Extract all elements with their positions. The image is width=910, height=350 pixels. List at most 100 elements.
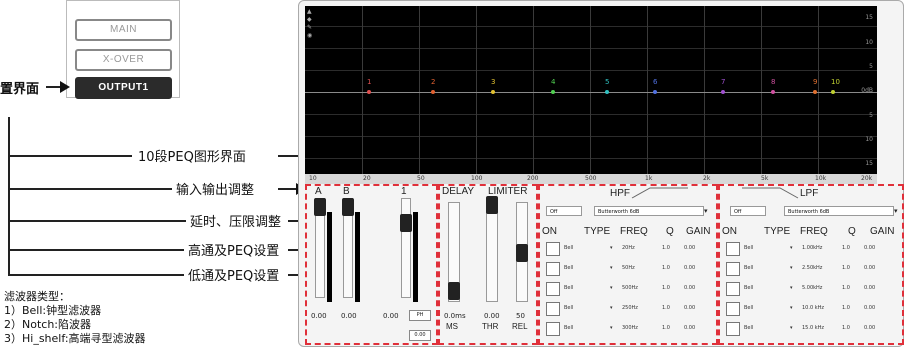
lpf-band-gain[interactable]: 0.00 xyxy=(864,245,876,251)
peq-point-handle[interactable] xyxy=(491,90,495,94)
lpf-band-enable-checkbox[interactable] xyxy=(726,282,740,296)
lpf-band-type[interactable]: Bell xyxy=(744,305,754,311)
channel-nav-panel: MAIN X-OVER OUTPUT1 xyxy=(66,0,180,99)
lpf-band-type[interactable]: Bell xyxy=(744,285,754,291)
input-a-level-meter xyxy=(327,212,332,302)
input-a-slider-handle[interactable] xyxy=(314,198,326,216)
hpf-band-enable-checkbox[interactable] xyxy=(546,242,560,256)
lpf-band-freq[interactable]: 1.00kHz xyxy=(802,245,823,251)
chevron-down-icon[interactable]: ▾ xyxy=(790,265,793,271)
output-1-slider-handle[interactable] xyxy=(400,214,412,232)
lpf-band-freq[interactable]: 5.00kHz xyxy=(802,285,823,291)
hpf-type-select[interactable]: Butterworth 6dB xyxy=(594,206,704,216)
hpf-band-freq[interactable]: 300Hz xyxy=(622,325,638,331)
lpf-peq-section: LPF Off Butterworth 6dB ▾ ON TYPE FREQ Q… xyxy=(718,184,904,345)
hpf-band-enable-checkbox[interactable] xyxy=(546,302,560,316)
chevron-down-icon[interactable]: ▾ xyxy=(610,285,613,291)
output1-button[interactable]: OUTPUT1 xyxy=(75,77,172,99)
lpf-band-type[interactable]: Bell xyxy=(744,325,754,331)
hpf-band-enable-checkbox[interactable] xyxy=(546,262,560,276)
hpf-band-q[interactable]: 1.0 xyxy=(662,285,670,291)
hpf-band-q[interactable]: 1.0 xyxy=(662,245,670,251)
peq-point-handle[interactable] xyxy=(771,90,775,94)
lpf-band-enable-checkbox[interactable] xyxy=(726,242,740,256)
lpf-band-gain[interactable]: 0.00 xyxy=(864,325,876,331)
peq-point-handle[interactable] xyxy=(605,90,609,94)
lpf-band-freq[interactable]: 2.50kHz xyxy=(802,265,823,271)
hpf-band-q[interactable]: 1.0 xyxy=(662,305,670,311)
chevron-down-icon[interactable]: ▾ xyxy=(610,305,613,311)
lpf-band-freq[interactable]: 15.0 kHz xyxy=(802,325,825,331)
hpf-band-type[interactable]: Bell xyxy=(564,305,574,311)
peq-graph[interactable]: ▲ ◆ ✎ ◉ 15 10 5 0dB 5 10 15 1 2 3 4 5 6 7 8 9 10 xyxy=(305,6,877,174)
hpf-band-q[interactable]: 1.0 xyxy=(662,265,670,271)
peq-point-handle[interactable] xyxy=(813,90,817,94)
hpf-band-gain[interactable]: 0.00 xyxy=(684,325,696,331)
hpf-band-gain[interactable]: 0.00 xyxy=(684,305,696,311)
hpf-col-on: ON xyxy=(542,226,557,237)
hpf-band-gain[interactable]: 0.00 xyxy=(684,285,696,291)
x-tick-label: 20k xyxy=(861,175,873,182)
hpf-band-type[interactable]: Bell xyxy=(564,245,574,251)
output-1-slider-track[interactable] xyxy=(401,198,411,298)
hpf-band-freq[interactable]: 250Hz xyxy=(622,305,638,311)
delay-slider-track[interactable] xyxy=(448,202,460,302)
hpf-state-select[interactable]: Off xyxy=(546,206,582,216)
delay-slider-handle[interactable] xyxy=(448,282,460,300)
threshold-label: THR xyxy=(482,322,499,331)
delay-unit-label: MS xyxy=(446,322,458,331)
chevron-down-icon[interactable]: ▾ xyxy=(610,325,613,331)
lpf-band-enable-checkbox[interactable] xyxy=(726,262,740,276)
lpf-band-type[interactable]: Bell xyxy=(744,245,754,251)
peq-point-handle[interactable] xyxy=(431,90,435,94)
lpf-band-q[interactable]: 1.0 xyxy=(842,245,850,251)
input-b-slider-handle[interactable] xyxy=(342,198,354,216)
hpf-band-freq[interactable]: 20Hz xyxy=(622,245,635,251)
hpf-band-enable-checkbox[interactable] xyxy=(546,282,560,296)
hpf-band-freq[interactable]: 50Hz xyxy=(622,265,635,271)
lpf-band-type[interactable]: Bell xyxy=(744,265,754,271)
threshold-slider-handle[interactable] xyxy=(486,196,498,214)
chevron-down-icon[interactable]: ▾ xyxy=(790,245,793,251)
lpf-band-q[interactable]: 1.0 xyxy=(842,325,850,331)
lpf-band-gain[interactable]: 0.00 xyxy=(864,285,876,291)
peq-point-handle[interactable] xyxy=(653,90,657,94)
hpf-band-type[interactable]: Bell xyxy=(564,265,574,271)
release-slider-handle[interactable] xyxy=(516,244,528,262)
lpf-band-q[interactable]: 1.0 xyxy=(842,265,850,271)
hpf-col-type: TYPE xyxy=(584,226,611,237)
graph-tool-icons[interactable]: ▲ ◆ ✎ ◉ xyxy=(307,8,313,39)
lpf-band-enable-checkbox[interactable] xyxy=(726,302,740,316)
hpf-band-enable-checkbox[interactable] xyxy=(546,322,560,336)
chevron-down-icon[interactable]: ▾ xyxy=(790,325,793,331)
lpf-band-freq[interactable]: 10.0 kHz xyxy=(802,305,825,311)
peq-point-handle[interactable] xyxy=(367,90,371,94)
lpf-band-q[interactable]: 1.0 xyxy=(842,285,850,291)
peq-point-handle[interactable] xyxy=(721,90,725,94)
chevron-down-icon[interactable]: ▾ xyxy=(610,245,613,251)
peq-point-handle[interactable] xyxy=(551,90,555,94)
threshold-slider-track[interactable] xyxy=(486,202,498,302)
lpf-state-select[interactable]: Off xyxy=(730,206,766,216)
phase-button[interactable]: PH xyxy=(409,310,431,321)
hpf-band-q[interactable]: 1.0 xyxy=(662,325,670,331)
chevron-down-icon[interactable]: ▾ xyxy=(790,285,793,291)
hpf-band-type[interactable]: Bell xyxy=(564,325,574,331)
lpf-band-gain[interactable]: 0.00 xyxy=(864,305,876,311)
lpf-band-enable-checkbox[interactable] xyxy=(726,322,740,336)
release-label: REL xyxy=(512,322,528,331)
hpf-band-gain[interactable]: 0.00 xyxy=(684,265,696,271)
lpf-band-q[interactable]: 1.0 xyxy=(842,305,850,311)
lpf-band-gain[interactable]: 0.00 xyxy=(864,265,876,271)
chevron-down-icon[interactable]: ▾ xyxy=(790,305,793,311)
lpf-col-gain: GAIN xyxy=(870,226,895,237)
hpf-band-freq[interactable]: 500Hz xyxy=(622,285,638,291)
hpf-band-gain[interactable]: 0.00 xyxy=(684,245,696,251)
peq-point-handle[interactable] xyxy=(831,90,835,94)
main-button[interactable]: MAIN xyxy=(75,19,172,41)
chevron-down-icon[interactable]: ▾ xyxy=(610,265,613,271)
output-value-field[interactable]: 0.00 xyxy=(409,330,431,341)
lpf-type-select[interactable]: Butterworth 6dB xyxy=(784,206,894,216)
x-over-button[interactable]: X-OVER xyxy=(75,49,172,71)
hpf-band-type[interactable]: Bell xyxy=(564,285,574,291)
